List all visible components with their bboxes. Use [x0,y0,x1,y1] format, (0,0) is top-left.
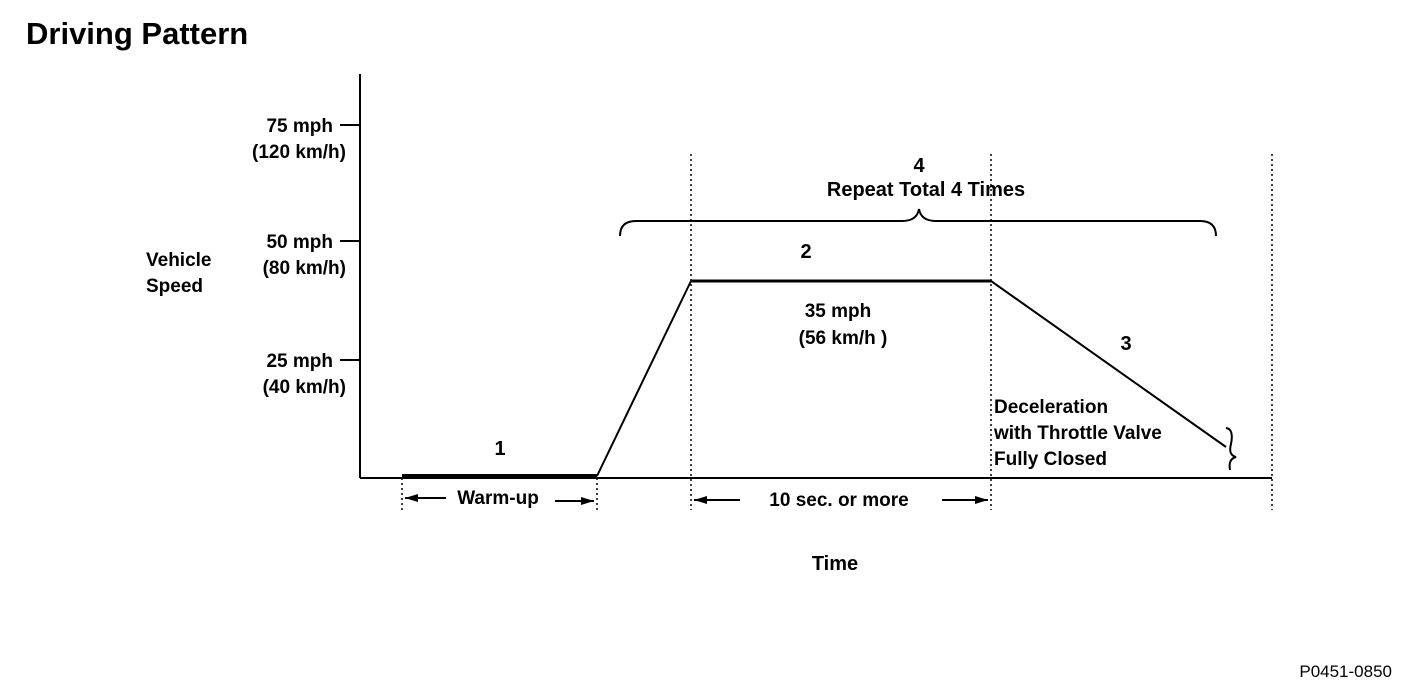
x-axis-label: Time [812,553,858,575]
step-2-label: 2 [800,241,811,263]
y-tick-label-25-kmh: (40 km/h) [263,377,346,398]
y-tick-label-25-mph: 25 mph [266,351,333,372]
y-tick-label-75-mph: 75 mph [266,116,333,137]
decel-end-brace [1225,427,1237,471]
y-tick-label-50-mph: 50 mph [266,232,333,253]
cruise-speed-kmh: (56 km/h ) [799,328,888,349]
figure-id: P0451-0850 [1299,662,1392,681]
decel-text-line2: with Throttle Valve [993,423,1162,444]
step-4-label: 4 [913,155,925,177]
y-tick-label-50-kmh: (80 km/h) [263,258,346,279]
y-tick-label-75-kmh: (120 km/h) [252,142,346,163]
cruise-speed-mph: 35 mph [805,301,872,322]
repeat-label: Repeat Total 4 Times [827,179,1025,201]
diagram-title: Driving Pattern [26,16,249,51]
y-axis-label-line2: Speed [146,276,203,297]
decel-segment [990,280,1227,448]
decel-text-line3: Fully Closed [994,449,1107,470]
decel-text-line1: Deceleration [994,397,1108,418]
step-3-label: 3 [1120,333,1131,355]
step-1-label: 1 [494,438,505,460]
y-axis-label-line1: Vehicle [146,250,212,271]
hold-label: 10 sec. or more [769,490,908,511]
repeat-brace [619,208,1217,237]
accel-ramp [596,280,692,477]
warmup-label: Warm-up [457,488,539,509]
